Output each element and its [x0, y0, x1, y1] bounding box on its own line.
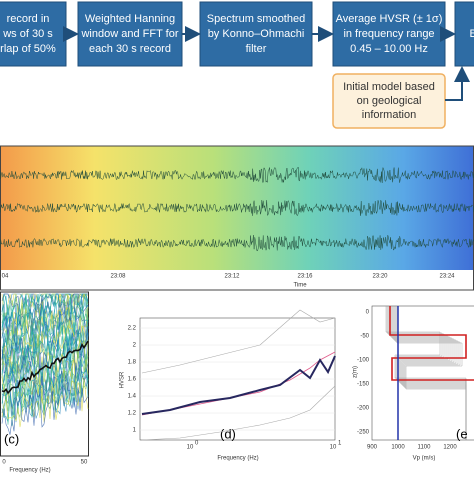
time-tick: 23:12: [224, 274, 240, 280]
y-tick: -250: [357, 430, 370, 436]
axis-label: Vp (m/s): [413, 456, 436, 462]
axis-label: Time: [293, 283, 307, 289]
x-tick: 1100: [418, 445, 432, 451]
y-tick: 2.2: [128, 326, 137, 332]
box-text: Weighted Hanning: [85, 13, 175, 25]
box-text: Average HVSR (± 1σ): [336, 13, 443, 25]
x-tick: 10: [330, 445, 337, 451]
box-text: Spectrum smoothed: [207, 13, 305, 25]
time-tick: 23:08: [110, 274, 126, 280]
box-text: by Konno–Ohmachi: [208, 28, 305, 40]
box-text: ws of 30 s: [2, 28, 53, 40]
panel-label: (e: [456, 426, 468, 441]
axis-label: Frequency (Hz): [9, 468, 50, 474]
arrow: [445, 68, 462, 100]
time-tick: 23:24: [439, 274, 455, 280]
y-tick: -50: [360, 334, 369, 340]
box-text: B-: [470, 28, 474, 40]
x-tick: 1200: [443, 445, 457, 451]
box-text: rlap of 50%: [0, 43, 56, 55]
x-tick: 50: [81, 460, 88, 466]
time-tick: 04: [2, 274, 9, 280]
time-tick: 23:16: [297, 274, 313, 280]
flowchart: record in ws of 30 s rlap of 50% Weighted H…: [0, 2, 474, 128]
box-text: on geological: [357, 95, 422, 107]
box-text: Initial model based: [343, 81, 435, 93]
panel-label: (d): [220, 426, 236, 441]
y-tick: 1.2: [128, 411, 137, 417]
y-tick: 1.8: [128, 360, 137, 366]
y-tick: 1.4: [128, 394, 137, 400]
axis-label: Frequency (Hz): [217, 456, 258, 462]
y-tick: -200: [357, 406, 370, 412]
x-tick: 900: [367, 445, 378, 451]
box-text: window and FFT for: [80, 28, 178, 40]
y-tick: 2: [133, 343, 137, 349]
axis-label: z(m): [353, 366, 359, 378]
box-text: record in: [7, 13, 50, 25]
panel-e-axes: [372, 306, 474, 440]
y-tick: 0: [366, 310, 370, 316]
box-text: filter: [246, 43, 267, 55]
axis-label: HVSR: [120, 371, 126, 388]
x-tick: 1000: [391, 445, 405, 451]
x-tick-exp: 0: [195, 441, 199, 447]
box-text: 0.45 – 10.00 Hz: [350, 43, 428, 55]
y-tick: -150: [357, 382, 370, 388]
panel-label: (c): [4, 431, 19, 446]
x-tick-exp: 1: [338, 441, 342, 447]
box-text: information: [362, 109, 416, 121]
time-tick: 23:20: [372, 274, 388, 280]
y-tick: -100: [357, 358, 370, 364]
box-text: each 30 s record: [89, 43, 171, 55]
x-tick: 10: [187, 445, 194, 451]
box-text: in frequency range: [343, 28, 434, 40]
x-tick: 0: [2, 460, 6, 466]
y-tick: 1: [133, 428, 137, 434]
y-tick: 1.6: [128, 377, 137, 383]
